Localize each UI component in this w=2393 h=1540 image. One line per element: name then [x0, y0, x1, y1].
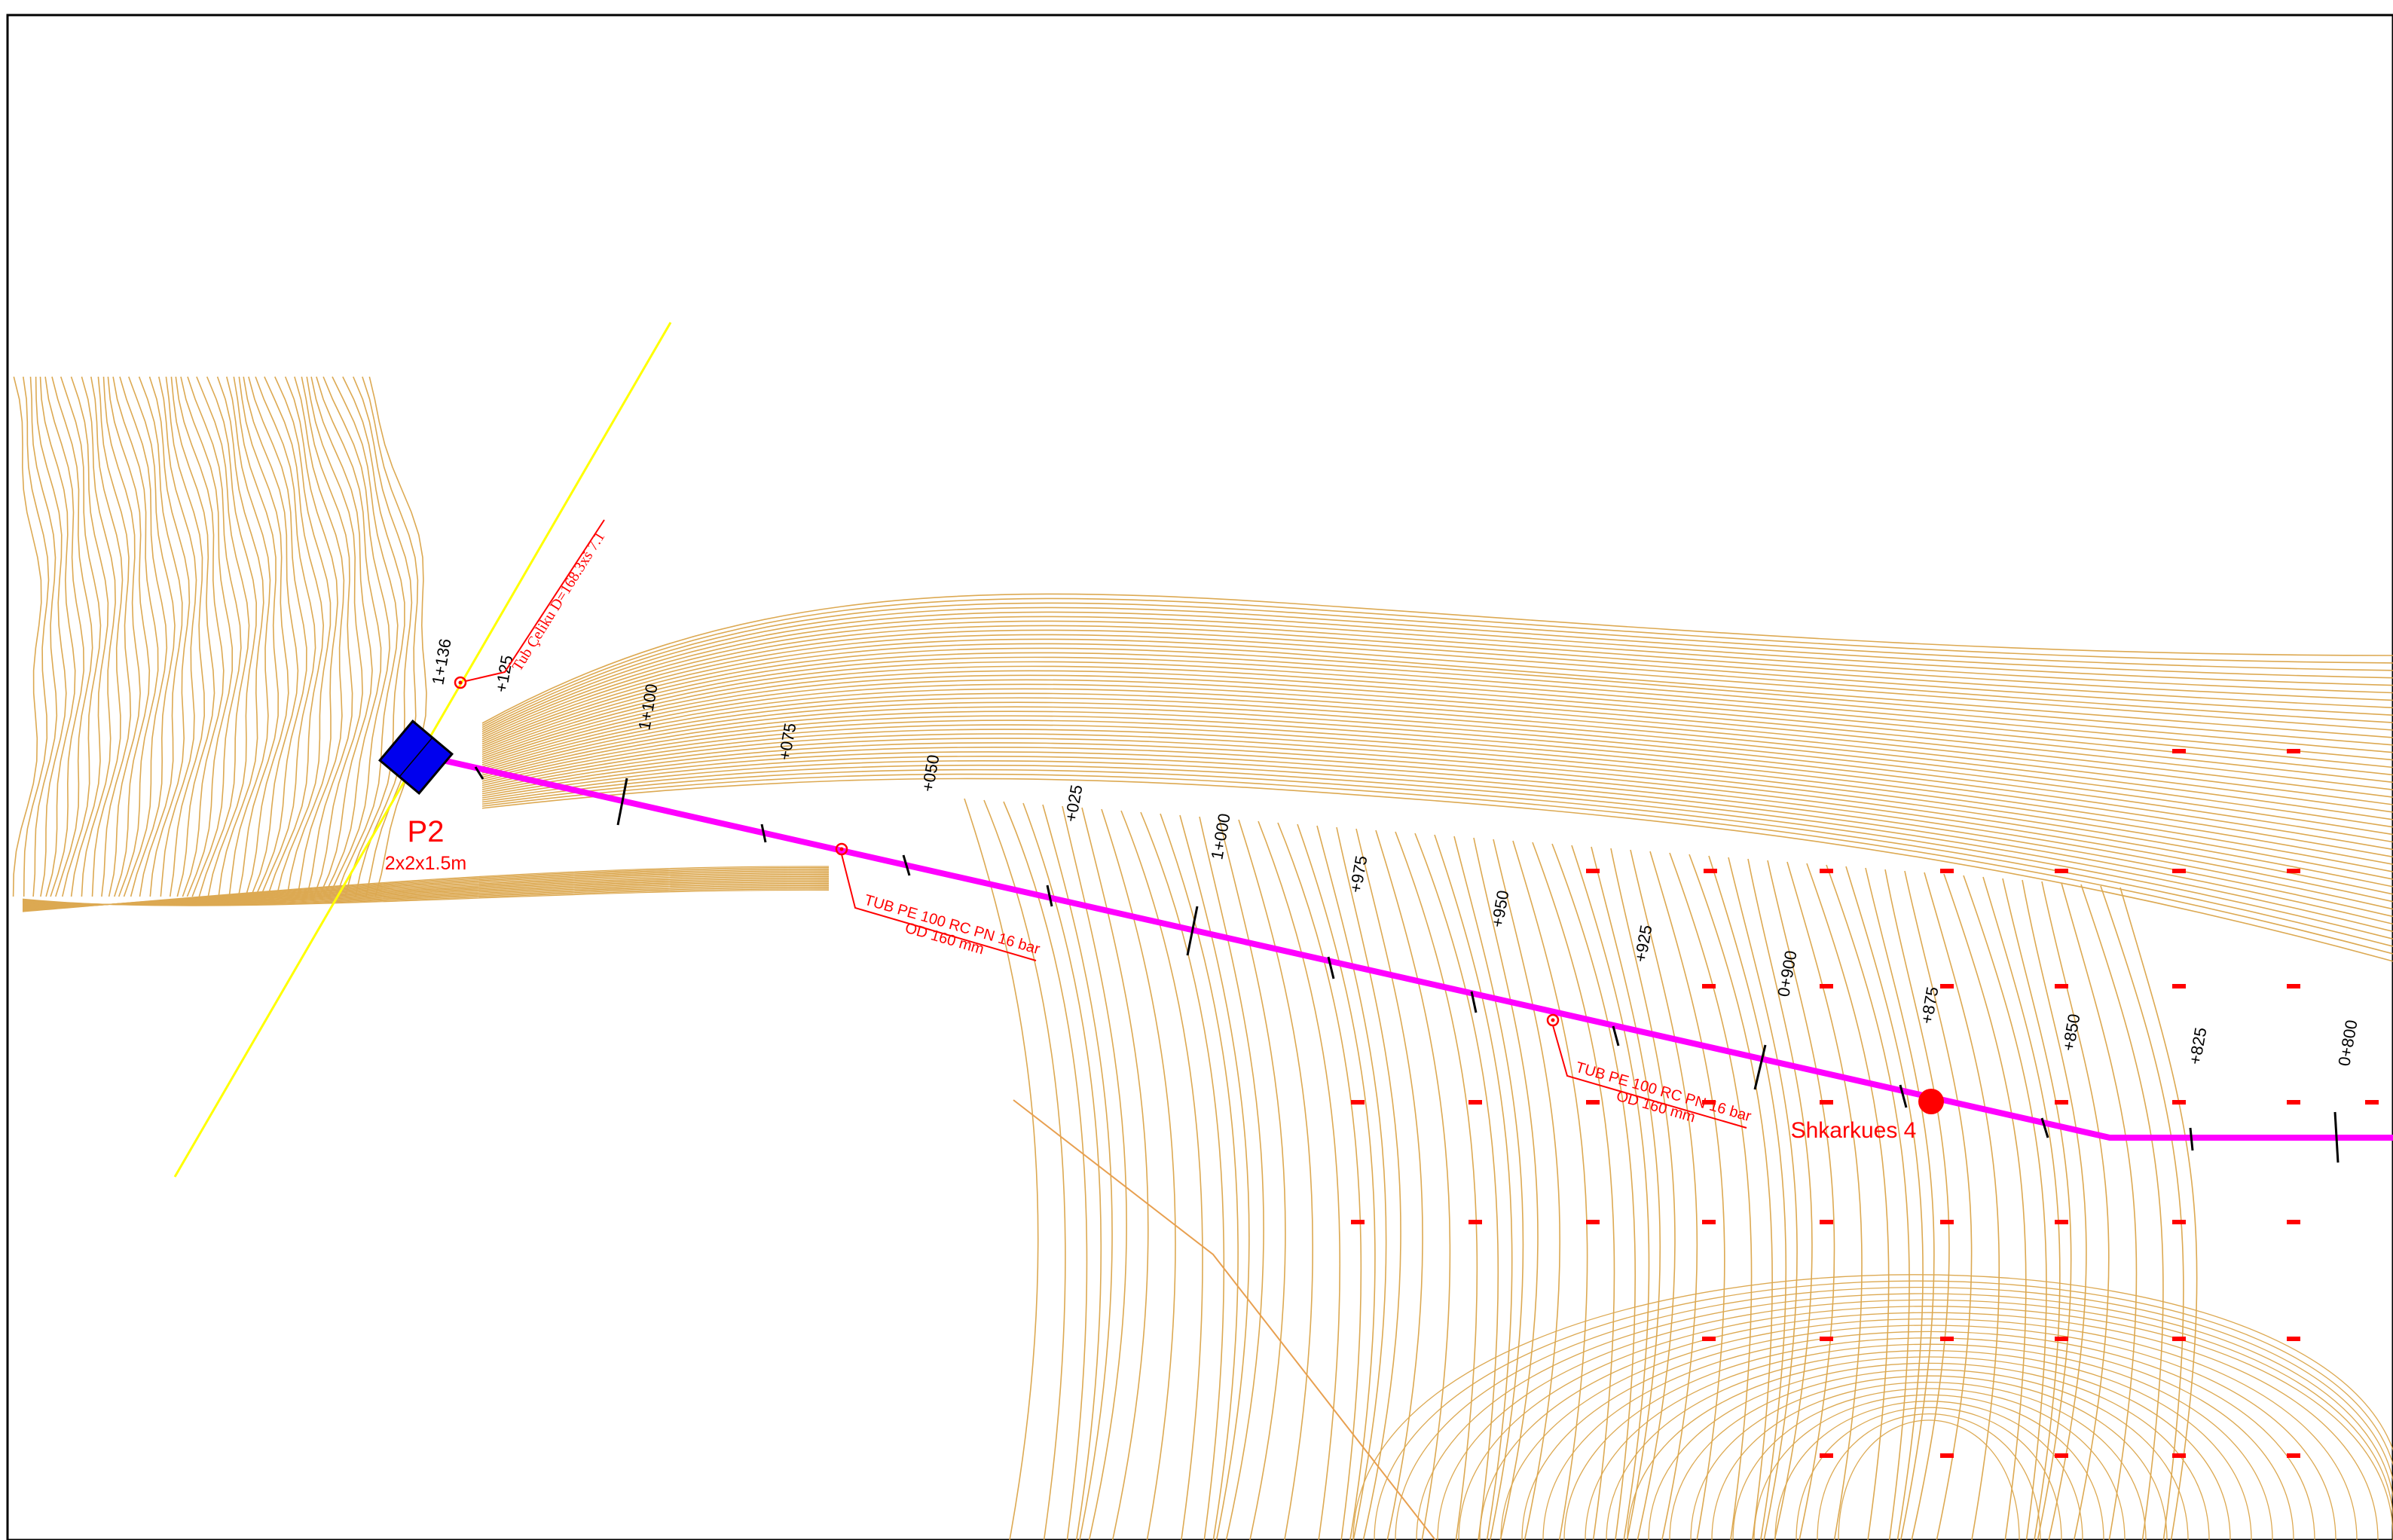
pipe-label-1: TUB PE 100 RC PN 16 bar OD 160 mm	[835, 842, 1042, 961]
terrain-contours	[12, 376, 2393, 1540]
pumping-station[interactable]: P2 2x2x1.5m	[377, 719, 466, 874]
station-dimensions: 2x2x1.5m	[385, 853, 466, 874]
chainage-label: +875	[1917, 985, 1942, 1025]
chainage-ticks	[474, 766, 2340, 1163]
discharge-point-name: Shkarkues 4	[1791, 1118, 1917, 1143]
grid-markers	[1351, 749, 2379, 1458]
steel-pipe-annotation: Tub Çeliku D=168.3xš 7.1	[454, 519, 609, 689]
chainage-label: +950	[1487, 889, 1512, 929]
chainage-label: +025	[1061, 784, 1086, 823]
chainage-label: 1+136	[428, 637, 454, 686]
chainage-label: 0+800	[2334, 1019, 2361, 1068]
chainage-label: 1+000	[1207, 812, 1233, 861]
chainage-label: 0+900	[1774, 949, 1800, 998]
discharge-point[interactable]: Shkarkues 4	[1791, 1089, 1944, 1143]
sheet-frame	[6, 14, 2393, 1540]
chainage-label: +850	[2058, 1013, 2083, 1053]
chainage-label: +825	[2185, 1026, 2210, 1066]
chainage-label: +925	[1630, 924, 1655, 964]
chainage-label: +050	[918, 753, 943, 793]
discharge-point-icon	[1918, 1089, 1944, 1114]
steel-pipe-label: Tub Çeliku D=168.3xš 7.1	[509, 529, 609, 674]
chainage-label: +975	[1346, 854, 1371, 894]
pipeline-route	[415, 751, 2393, 1141]
chainage-label: +075	[775, 722, 799, 762]
terrain-lines	[1013, 1099, 1436, 1540]
station-name: P2	[408, 815, 445, 848]
